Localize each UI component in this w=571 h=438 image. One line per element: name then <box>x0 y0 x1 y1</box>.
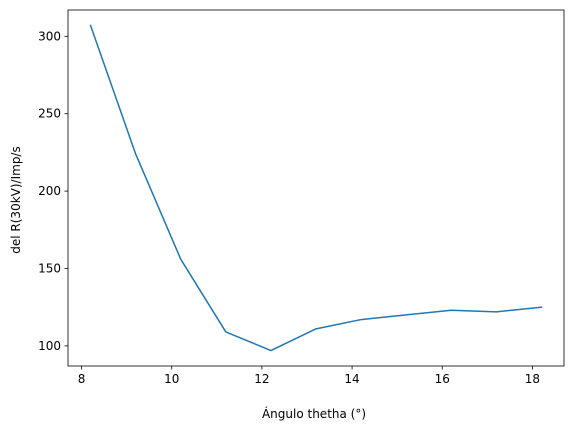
y-tick-label: 100 <box>38 339 61 353</box>
x-axis-ticks: 8 10 12 14 16 18 <box>78 366 540 386</box>
x-tick-label: 16 <box>435 372 450 386</box>
series-line-0 <box>89 24 543 352</box>
x-tick-label: 10 <box>164 372 179 386</box>
x-tick-label: 12 <box>254 372 269 386</box>
x-tick-label: 18 <box>525 372 540 386</box>
y-tick-label: 250 <box>38 107 61 121</box>
y-axis-ticks: 100 150 200 250 300 <box>38 29 68 353</box>
y-axis-label: del R(30kV)/Imp/s <box>9 146 23 253</box>
axes-frame <box>67 9 565 367</box>
y-tick-label: 150 <box>38 261 61 275</box>
x-tick-label: 8 <box>78 372 86 386</box>
plot-area <box>67 9 565 367</box>
y-tick-label: 200 <box>38 184 61 198</box>
x-tick-label: 14 <box>344 372 359 386</box>
x-axis-label: Ángulo thetha (°) <box>262 406 366 421</box>
y-tick-label: 300 <box>38 29 61 43</box>
